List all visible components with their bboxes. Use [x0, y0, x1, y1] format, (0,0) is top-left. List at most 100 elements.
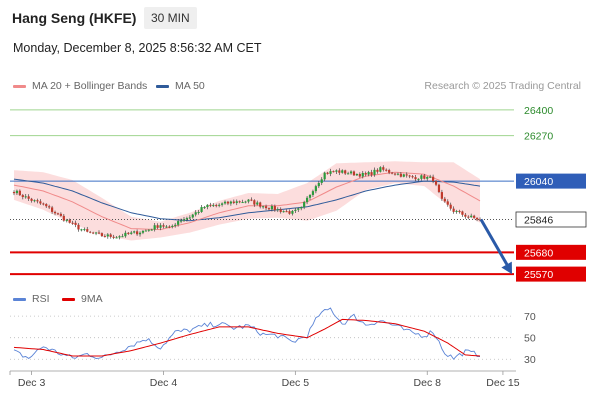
candle: [279, 207, 282, 214]
level-box-26040: [516, 173, 586, 189]
candle-body: [51, 207, 54, 212]
candle-body: [27, 196, 30, 199]
candle-body: [194, 212, 197, 215]
candle-body: [446, 201, 449, 205]
candle: [455, 209, 458, 214]
candle-body: [156, 225, 159, 228]
candle-body: [83, 229, 86, 231]
candle: [262, 205, 265, 209]
candle-body: [393, 173, 397, 175]
candle: [458, 209, 461, 214]
candle: [150, 228, 153, 231]
ma20-line: [13, 171, 481, 231]
candle: [434, 179, 438, 187]
x-tick-label: Dec 4: [150, 377, 178, 389]
candle-body: [250, 199, 253, 201]
candle-body: [185, 218, 189, 220]
candle: [168, 225, 171, 229]
candle: [203, 205, 206, 210]
candle: [147, 229, 150, 232]
candle-body: [414, 177, 417, 180]
level-box-25680: [516, 244, 586, 260]
candle-body: [326, 172, 329, 174]
candle-body: [171, 225, 174, 227]
candle: [437, 183, 441, 194]
rsi-line: [13, 307, 480, 360]
candle: [367, 170, 370, 177]
candle-body: [426, 176, 429, 179]
candle: [59, 212, 62, 217]
candle: [399, 171, 402, 178]
candle-body: [65, 219, 68, 221]
candle: [473, 214, 476, 219]
candle: [443, 196, 446, 203]
candle-body: [112, 236, 115, 238]
candle-body: [80, 229, 83, 231]
candle-body: [379, 167, 382, 172]
candle: [133, 230, 136, 234]
candle-body: [238, 201, 241, 203]
candle-body: [408, 175, 411, 177]
instrument-title: Hang Seng (HKFE): [12, 10, 137, 26]
candle: [185, 216, 189, 222]
candle-body: [118, 236, 121, 238]
candle-body: [473, 215, 476, 218]
candle: [89, 230, 92, 234]
candle-body: [294, 209, 297, 211]
candle-body: [168, 226, 171, 228]
candle: [297, 207, 300, 212]
candle: [71, 220, 74, 225]
candle: [338, 168, 341, 176]
candle-body: [109, 234, 112, 237]
candle: [267, 207, 271, 211]
candle: [182, 216, 186, 223]
candle-body: [12, 191, 16, 194]
candle-body: [179, 220, 183, 222]
legend-swatch-ma9: [62, 297, 75, 301]
candle: [15, 189, 19, 196]
candle: [270, 204, 274, 212]
candle-body: [423, 175, 426, 179]
timeframe-button[interactable]: 30 MIN: [144, 7, 197, 29]
rsi-tick-70: 70: [524, 311, 536, 323]
legend-swatch-ma20: [13, 84, 26, 88]
candle: [232, 199, 235, 205]
candle: [452, 206, 455, 214]
candle: [218, 203, 221, 208]
candle-body: [478, 219, 482, 221]
candle: [347, 171, 350, 175]
candle: [320, 177, 323, 186]
candle: [159, 223, 162, 231]
candle-body: [226, 201, 230, 204]
candle: [423, 173, 426, 180]
candle-body: [253, 200, 256, 205]
candle-body: [382, 167, 385, 170]
candle-body: [203, 207, 206, 209]
candle: [291, 209, 294, 216]
candle-body: [121, 236, 124, 238]
candle-body: [18, 190, 21, 196]
level-label-26400: 26400: [524, 105, 553, 117]
candle: [65, 218, 68, 223]
candle: [294, 208, 297, 213]
candle: [420, 174, 423, 181]
candle-body: [135, 231, 139, 235]
candle: [264, 204, 268, 211]
candle: [361, 170, 364, 179]
candle: [326, 171, 329, 175]
candle-body: [303, 202, 306, 208]
candle: [42, 202, 45, 206]
candle-body: [89, 231, 92, 233]
candle: [115, 236, 118, 239]
candle: [282, 210, 285, 213]
candle: [314, 184, 317, 194]
candle: [177, 219, 180, 227]
candle-body: [150, 229, 153, 231]
candle-body: [341, 170, 344, 173]
candle: [206, 204, 209, 210]
candle: [303, 200, 306, 210]
candle-body: [97, 232, 101, 234]
research-credit: Research © 2025 Trading Central: [424, 80, 581, 92]
candle: [390, 171, 394, 175]
candle: [405, 172, 408, 178]
